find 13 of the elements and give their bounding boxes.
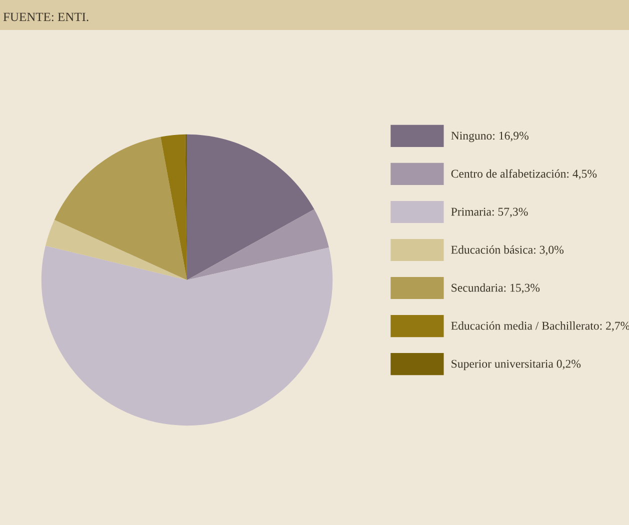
- legend-label: Ninguno: 16,9%: [451, 132, 528, 142]
- legend-label: Secundaria: 15,3%: [452, 283, 540, 294]
- legend-label: Primaria: 57,3%: [451, 208, 528, 218]
- pie-slice: [160, 134, 187, 280]
- source-note: FUENTE: ENTI.: [3, 12, 88, 22]
- pie-slice: [45, 220, 187, 280]
- legend-label: Educación básica: 3,0%: [451, 245, 564, 256]
- pie-slice: [187, 209, 329, 280]
- pie-slice: [41, 246, 333, 426]
- legend-label: Superior universitaria 0,2%: [452, 360, 581, 370]
- pie-slice: [187, 134, 314, 280]
- legend-label: Centro de alfabetización: 4,5%: [451, 169, 597, 180]
- pie-slice: [54, 136, 187, 280]
